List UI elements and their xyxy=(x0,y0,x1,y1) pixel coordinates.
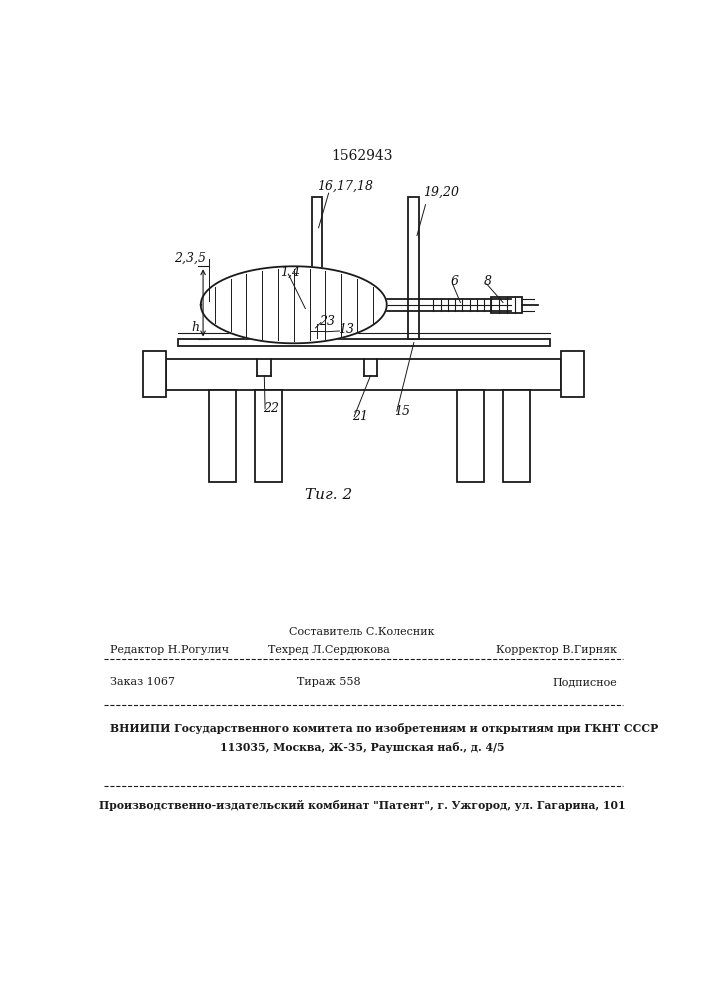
Bar xyxy=(561,351,585,397)
Text: Заказ 1067: Заказ 1067 xyxy=(110,677,175,687)
Text: Составитель С.Колесник: Составитель С.Колесник xyxy=(289,627,435,637)
Text: Подписное: Подписное xyxy=(552,677,617,687)
Bar xyxy=(491,297,522,312)
Bar xyxy=(310,324,324,338)
Text: 19,20: 19,20 xyxy=(423,186,459,199)
Text: ВНИИПИ Государственного комитета по изобретениям и открытиям при ГКНТ СССР: ВНИИПИ Государственного комитета по изоб… xyxy=(110,723,658,734)
Text: 113035, Москва, Ж-35, Раушская наб., д. 4/5: 113035, Москва, Ж-35, Раушская наб., д. … xyxy=(220,742,504,753)
Bar xyxy=(503,389,530,482)
Text: 2,3,5: 2,3,5 xyxy=(174,252,206,265)
Text: Τиг. 2: Τиг. 2 xyxy=(305,488,352,502)
Text: 1562943: 1562943 xyxy=(331,149,392,163)
Text: 15: 15 xyxy=(395,405,411,418)
Text: Тираж 558: Тираж 558 xyxy=(297,677,361,687)
Text: 6: 6 xyxy=(451,275,459,288)
Bar xyxy=(166,359,561,389)
Text: Редактор Н.Рогулич: Редактор Н.Рогулич xyxy=(110,645,229,655)
Bar xyxy=(143,351,166,397)
Text: 22: 22 xyxy=(263,402,279,415)
Polygon shape xyxy=(201,266,387,343)
Bar xyxy=(177,339,549,346)
Bar xyxy=(255,389,282,482)
Text: Техред Л.Сердюкова: Техред Л.Сердюкова xyxy=(268,645,390,655)
Text: Корректор В.Гирняк: Корректор В.Гирняк xyxy=(496,645,617,655)
Text: h: h xyxy=(192,321,199,334)
Text: Производственно-издательский комбинат "Патент", г. Ужгород, ул. Гагарина, 101: Производственно-издательский комбинат "П… xyxy=(99,800,625,811)
Text: 21: 21 xyxy=(352,410,368,423)
Bar xyxy=(312,197,322,339)
Bar xyxy=(209,389,235,482)
Text: 13: 13 xyxy=(338,323,354,336)
Bar xyxy=(457,389,484,482)
Text: 16,17,18: 16,17,18 xyxy=(317,180,373,193)
Text: 1,4: 1,4 xyxy=(281,266,300,279)
Bar xyxy=(409,197,419,339)
Text: 23: 23 xyxy=(320,315,335,328)
Text: 8: 8 xyxy=(484,275,491,288)
